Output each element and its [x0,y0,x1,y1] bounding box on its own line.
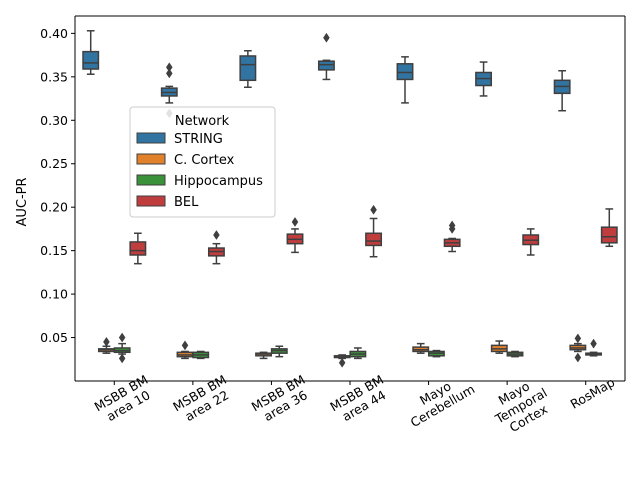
legend-label: BEL [174,195,199,210]
y-tick-label: 0.35 [40,69,68,84]
outlier-point [448,220,456,231]
box-c-cortex [255,351,273,360]
box-bel [443,220,461,253]
box-hippocampus [192,350,210,360]
box-bel [286,217,304,254]
box-bel [365,204,383,258]
box-iqr [600,226,618,244]
x-tick-label: MayoTemporalCortex [484,372,556,439]
box-bel [600,208,618,248]
outlier-point [291,217,299,227]
y-tick-label: 0.10 [40,287,68,302]
outlier-point [165,62,173,73]
outlier-point [323,32,330,43]
x-tick-label: MSBB BMarea 44 [327,372,393,427]
outlier-point [338,357,346,368]
box-iqr [317,60,335,71]
x-tick-label: MSBB BMarea 36 [249,372,315,427]
box-hippocampus [270,345,288,358]
legend-title: Network [175,114,230,129]
box-string [317,32,335,81]
legend: Network STRING C. Cortex Hippocampus BEL [129,106,276,218]
legend-swatch [136,153,166,165]
box-iqr [239,55,257,82]
box-hippocampus [585,338,603,357]
y-tick-label: 0.30 [40,113,68,128]
outlier-point [103,336,110,347]
plot-area [82,30,618,368]
box-iqr [82,50,100,70]
x-tick-label-line: RosMap [568,374,618,411]
box-c-cortex [569,333,587,363]
y-tick-label: 0.15 [40,243,68,258]
box-hippocampus [506,350,524,358]
box-c-cortex [490,340,508,354]
y-tick-label: 0.25 [40,156,68,171]
outlier-point [213,230,220,240]
outlier-point [370,204,377,215]
x-tick-label: MSBB BMarea 10 [92,372,158,427]
legend-swatch [136,132,166,144]
legend-label: C. Cortex [174,153,235,168]
y-axis-label: AUC-PR [15,177,30,226]
x-tick-label: MSBB BMarea 22 [170,372,236,427]
legend-entries: STRING C. Cortex Hippocampus BEL [136,132,263,210]
box-hippocampus [113,332,131,364]
box-c-cortex [412,342,430,354]
outlier-point [574,333,582,344]
box-bel [522,228,540,256]
outlier-point [165,68,173,79]
legend-label: Hippocampus [174,174,263,189]
outlier-point [181,340,189,351]
box-hippocampus [427,349,445,358]
outlier-point [118,353,126,364]
box-c-cortex [97,336,115,354]
box-string [475,61,493,97]
box-string [553,70,571,112]
box-bel [129,232,147,265]
box-string [82,30,100,75]
outlier-point [590,338,597,349]
box-hippocampus [349,347,367,360]
x-tick-label: RosMap [568,374,618,411]
legend-swatch [136,174,166,186]
y-tick-label: 0.20 [40,200,68,215]
legend-label: STRING [174,132,223,147]
box-string [160,62,178,119]
legend-swatch [136,195,166,207]
outlier-point [118,332,126,343]
outlier-point [574,352,582,363]
box-iqr [396,63,414,81]
y-tick-label: 0.40 [40,26,68,41]
y-tick-label: 0.05 [40,330,68,345]
box-iqr [129,241,147,256]
box-string [239,50,257,89]
legend-frame [129,106,276,218]
box-bel [207,230,225,265]
box-c-cortex [176,340,194,360]
box-string [396,56,414,104]
axes: 0.05 0.10 0.15 0.20 0.25 0.30 0.35 0.40 MSBB BMa… [40,15,626,439]
box-c-cortex [333,354,351,368]
box-iqr [365,232,383,247]
x-tick-label: MayoCerebellum [401,369,478,430]
